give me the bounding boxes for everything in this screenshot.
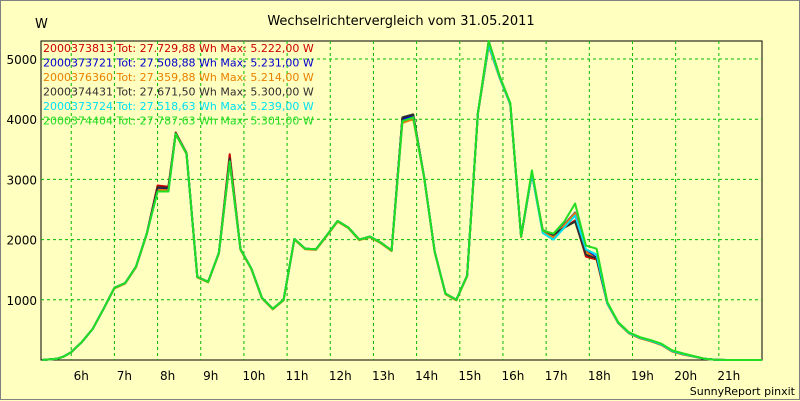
plot-area: [40, 40, 763, 361]
grid-lines: [41, 41, 762, 360]
axes: 1000 2000 3000 4000 5000 6h 7h 8h 9h 10h 11h 12h 13h…: [6, 53, 740, 383]
x-tick-label: 15h: [458, 369, 481, 383]
x-tick-label: 13h: [372, 369, 395, 383]
chart-title: Wechselrichtervergleich vom 31.05.2011: [267, 14, 534, 29]
x-tick-label: 14h: [415, 369, 438, 383]
y-tick-label: 3000: [6, 173, 37, 187]
x-tick-label: 7h: [117, 369, 132, 383]
footer-credit: SunnyReport pinxit: [690, 385, 796, 398]
x-tick-label: 9h: [203, 369, 218, 383]
y-tick-label: 4000: [6, 113, 37, 127]
x-tick-label: 11h: [286, 369, 309, 383]
legend-entry-2000376360: 2000376360 Tot: 27.359,88 Wh Max: 5.214,…: [43, 71, 314, 84]
x-tick-label: 20h: [674, 369, 697, 383]
legend-entry-2000373724: 2000373724 Tot: 27.518,63 Wh Max: 5.239,…: [43, 100, 314, 113]
legend-entry-2000374404: 2000374404 Tot: 27.787,63 Wh Max: 5.301,…: [43, 115, 314, 128]
legend-entry-2000373813: 2000373813 Tot: 27.729,88 Wh Max: 5.222,…: [43, 42, 314, 55]
y-tick-label: 1000: [6, 294, 37, 308]
x-tick-label: 12h: [329, 369, 352, 383]
legend-entry-2000373721: 2000373721 Tot: 27.508,88 Wh Max: 5.231,…: [43, 57, 314, 70]
series-line-2000374404: [42, 39, 762, 361]
legend: 2000373813 Tot: 27.729,88 Wh Max: 5.222,…: [43, 42, 314, 128]
x-tick-label: 8h: [160, 369, 175, 383]
y-tick-label: 2000: [6, 234, 37, 248]
legend-entry-2000374431: 2000374431 Tot: 27.671,50 Wh Max: 5.300,…: [43, 86, 314, 99]
x-tick-label: 18h: [588, 369, 611, 383]
x-tick-label: 10h: [242, 369, 265, 383]
x-tick-label: 17h: [545, 369, 568, 383]
x-tick-label: 6h: [74, 369, 89, 383]
x-tick-label: 16h: [502, 369, 525, 383]
x-tick-label: 19h: [631, 369, 654, 383]
y-tick-label: 5000: [6, 53, 37, 67]
series-lines: [42, 39, 762, 361]
x-tick-label: 21h: [717, 369, 740, 383]
y-axis-label: W: [35, 17, 48, 32]
